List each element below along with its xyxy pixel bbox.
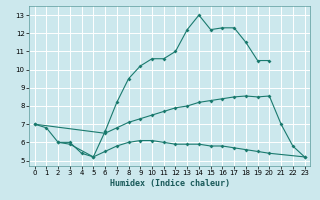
X-axis label: Humidex (Indice chaleur): Humidex (Indice chaleur) xyxy=(109,179,229,188)
